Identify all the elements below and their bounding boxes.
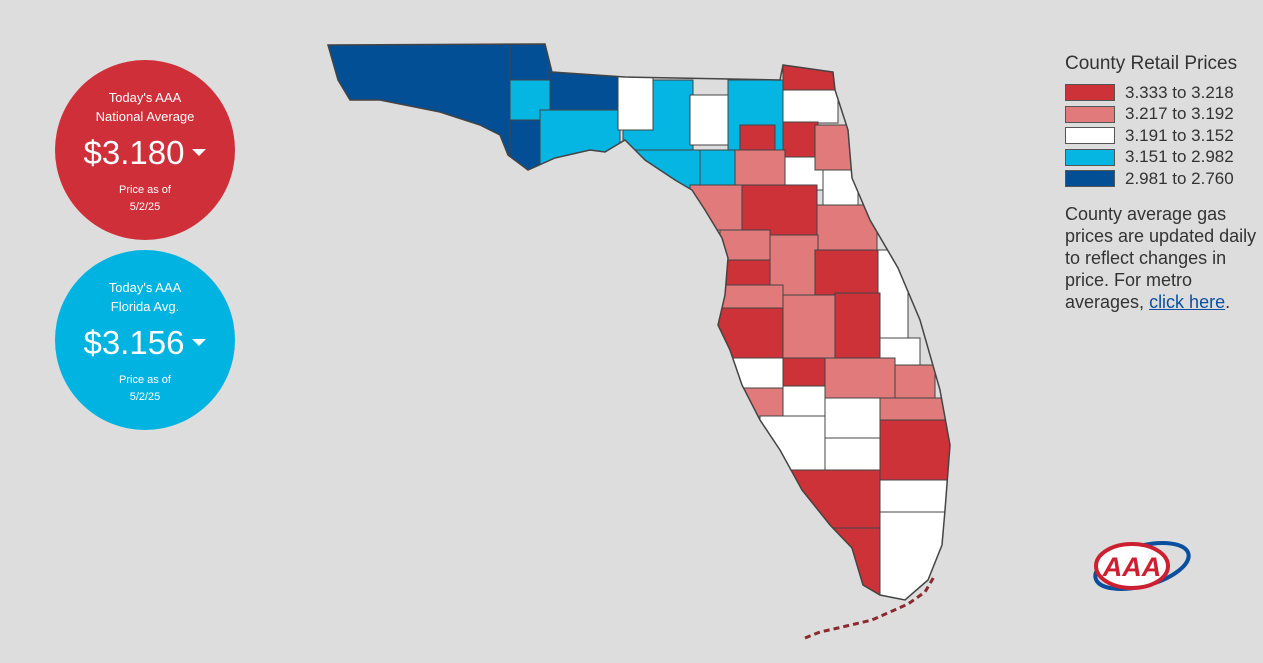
county[interactable] (877, 249, 909, 341)
county[interactable] (759, 415, 826, 472)
county[interactable] (734, 149, 786, 191)
legend-range: 3.217 to 3.192 (1125, 104, 1234, 124)
county[interactable] (834, 292, 881, 359)
florida-asof-date: 5/2/25 (129, 391, 161, 403)
county[interactable] (782, 385, 826, 417)
county[interactable] (741, 184, 818, 236)
county[interactable] (822, 169, 859, 206)
legend-row: 3.217 to 3.192 (1065, 104, 1260, 126)
florida-title-line1: Today's AAA (108, 280, 182, 295)
legend-range: 3.151 to 2.982 (1125, 147, 1234, 167)
county[interactable] (717, 284, 784, 311)
national-title-line1: Today's AAA (108, 90, 182, 105)
aaa-logo: AAA (1093, 541, 1191, 591)
county[interactable] (782, 59, 839, 91)
caret-down-icon[interactable] (192, 148, 207, 156)
county[interactable] (782, 294, 836, 359)
national-price-value: $3.180 (83, 134, 185, 171)
county[interactable] (539, 109, 621, 171)
county[interactable] (879, 397, 946, 424)
legend-row: 3.333 to 3.218 (1065, 82, 1260, 104)
svg-text:AAA: AAA (1102, 552, 1162, 582)
county[interactable] (894, 364, 936, 401)
national-asof-date: 5/2/25 (129, 201, 161, 213)
legend-range: 2.981 to 2.760 (1125, 168, 1234, 188)
florida-title-line2: Florida Avg. (110, 299, 180, 314)
national-average-badge: Today's AAA National Average $3.180 Pric… (55, 60, 235, 240)
caret-down-icon[interactable] (192, 338, 207, 346)
price-legend: County Retail Prices 3.333 to 3.218 3.21… (1065, 53, 1260, 190)
national-asof-label: Price as of (119, 184, 171, 196)
county[interactable] (829, 527, 881, 599)
national-title-line2: National Average (95, 109, 195, 124)
legend-range: 3.333 to 3.218 (1125, 82, 1234, 102)
county[interactable] (717, 307, 784, 359)
county[interactable] (320, 40, 511, 161)
county[interactable] (789, 469, 881, 531)
florida-price[interactable]: $3.156 (55, 325, 235, 361)
update-note: County average gas prices are updated da… (1065, 203, 1260, 313)
note-end: . (1225, 292, 1231, 312)
metro-averages-link[interactable]: click here (1149, 292, 1226, 312)
county[interactable] (689, 94, 729, 146)
county[interactable] (617, 74, 654, 131)
florida-asof-label: Price as of (119, 374, 171, 386)
legend-swatch (1065, 84, 1115, 102)
legend-swatch (1065, 105, 1115, 123)
county[interactable] (824, 397, 881, 439)
legend-range: 3.191 to 3.152 (1125, 125, 1234, 145)
legend-swatch (1065, 148, 1115, 166)
note-text: County average gas prices are updated da… (1065, 204, 1257, 312)
legend-swatch (1065, 170, 1115, 188)
county[interactable] (816, 204, 878, 256)
florida-average-badge: Today's AAA Florida Avg. $3.156 Price as… (55, 250, 235, 430)
county[interactable] (879, 419, 950, 483)
county[interactable] (782, 357, 826, 387)
county[interactable] (814, 249, 881, 296)
legend-row: 3.151 to 2.982 (1065, 147, 1260, 169)
county[interactable] (782, 87, 839, 124)
county[interactable] (699, 149, 741, 191)
legend-swatch (1065, 127, 1115, 145)
legend-title: County Retail Prices (1065, 53, 1238, 74)
county[interactable] (879, 511, 950, 602)
county[interactable] (689, 184, 746, 231)
county[interactable] (782, 121, 819, 158)
county[interactable] (824, 357, 896, 399)
florida-keys (804, 574, 937, 640)
florida-price-value: $3.156 (83, 324, 185, 361)
county[interactable] (879, 479, 950, 514)
national-price[interactable]: $3.180 (55, 135, 235, 171)
legend-row: 3.191 to 3.152 (1065, 125, 1260, 147)
legend-row: 2.981 to 2.760 (1065, 168, 1260, 190)
